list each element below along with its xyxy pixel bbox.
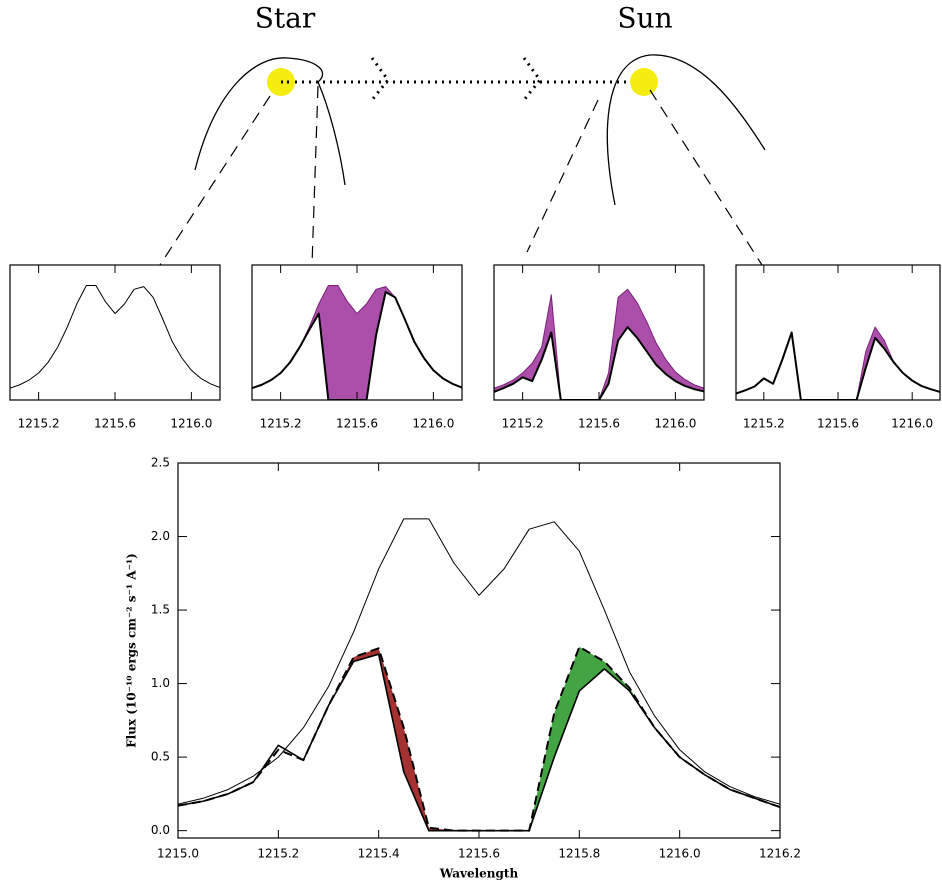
x-tick-label: 1215.8 [558,847,600,861]
y-tick-label: 2.0 [151,529,170,543]
absorption-fill [856,327,894,400]
heliosphere [606,54,766,206]
x-tick-label: 1215.6 [578,417,620,431]
x-tick-label: 1215.2 [257,847,299,861]
x-tick-label: 1215.2 [260,417,302,431]
plot-frame [9,264,221,401]
x-tick-label: 1215.2 [502,417,544,431]
y-tick-label: 0.0 [151,823,170,837]
absorption-fill [328,648,454,831]
x-tick-label: 1216.0 [891,417,933,431]
plot-frame [177,462,781,839]
y-tick-label: 2.5 [151,456,170,470]
spectrum-line [10,285,220,389]
y-tick-label: 1.0 [151,676,170,690]
sun-label: Sun [617,2,672,35]
plot-area [252,285,462,400]
x-tick-label: 1216.0 [170,417,212,431]
x-tick-label: 1215.0 [157,847,199,861]
y-axis-label: Flux (10⁻¹⁰ ergs cm⁻² s⁻¹ A⁻¹) [125,553,139,748]
x-tick-label: 1215.6 [817,417,859,431]
absorption-fill [599,289,704,400]
arrow [370,57,390,101]
spectrum-line [178,518,780,805]
arrow [522,57,542,101]
spectrum-line [494,326,704,400]
x-axis-label: Wavelength [439,867,519,881]
x-tick-label: 1215.6 [336,417,378,431]
x-tick-label: 1216.0 [654,417,696,431]
star-astrosphere [194,57,346,186]
x-tick-label: 1215.2 [18,417,60,431]
x-tick-label: 1216.0 [659,847,701,861]
spectrum-line [252,291,462,400]
plot-area [494,288,704,400]
x-tick-label: 1216.0 [412,417,454,431]
spectrum-line [178,645,780,832]
spectrum-line [736,331,940,400]
plot-area [10,285,220,389]
x-tick-label: 1216.2 [759,847,801,861]
plot-area [178,518,780,832]
x-tick-label: 1215.6 [94,417,136,431]
spectrum-line [494,288,704,400]
x-tick-label: 1215.2 [743,417,785,431]
sun-dot [630,68,658,96]
plot-area [736,326,940,400]
spectrum-line [736,326,940,400]
absorption-fill [299,285,396,400]
connectors [159,85,763,266]
star-label: Star [255,2,316,35]
schematic [159,54,766,266]
x-tick-label: 1215.4 [358,847,400,861]
y-tick-label: 0.5 [151,750,170,764]
spectrum-line [178,653,780,832]
absorption-fill [529,646,655,831]
y-tick-label: 1.5 [151,603,170,617]
x-tick-label: 1215.6 [458,847,500,861]
